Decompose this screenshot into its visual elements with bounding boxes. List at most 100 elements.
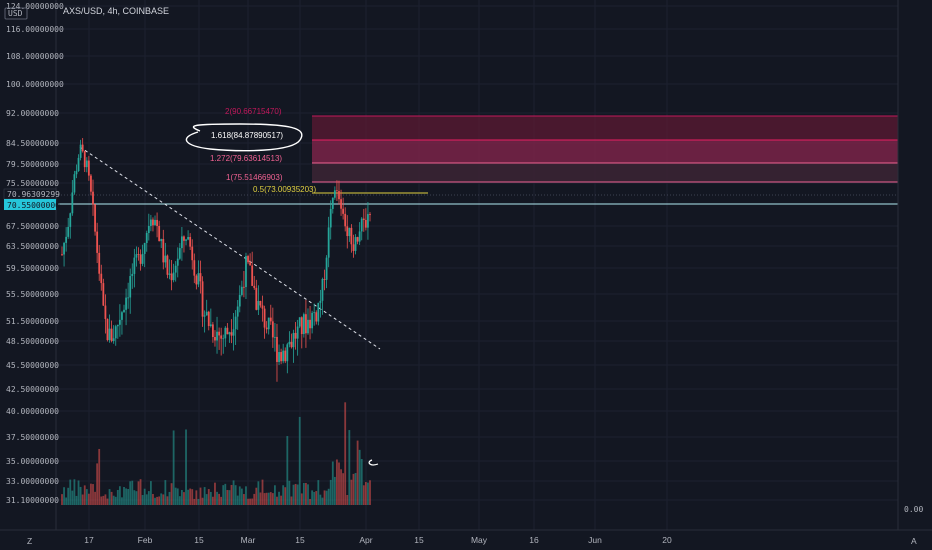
candle-body [305, 314, 307, 334]
candle-body [149, 219, 152, 226]
candle-body [247, 256, 249, 263]
volume-bar [172, 430, 175, 505]
volume-bar [214, 482, 216, 505]
volume-bar [354, 472, 357, 505]
candle-body [156, 219, 158, 226]
volume-bar [77, 480, 80, 505]
candle-body [245, 256, 247, 288]
price-axis[interactable]: 124.00000000 116.00000000 108.00000000 100.… [6, 2, 64, 505]
candle-body [232, 329, 235, 336]
volume-bar [166, 496, 169, 505]
time-axis-label: Feb [138, 535, 153, 545]
candle-body [176, 258, 179, 266]
volume-bar [352, 473, 355, 505]
candle-body [199, 273, 202, 282]
time-axis[interactable]: 17 Feb 15 Mar 15 Apr 15 May 16 Jun 20 [84, 535, 672, 545]
candle-body [327, 227, 330, 258]
volume-bar [261, 479, 264, 505]
candle-body [75, 170, 78, 175]
candle-body [81, 144, 84, 152]
candle-body [317, 302, 320, 322]
volume-bar [292, 484, 295, 505]
candle-body [340, 199, 342, 209]
candle-body [114, 326, 117, 339]
candle-body [135, 254, 138, 258]
candle-body [257, 300, 260, 310]
candle-body [323, 278, 326, 280]
candle-body [230, 332, 233, 336]
price-axis-label: 108.00000000 [6, 52, 64, 61]
candle-body [344, 213, 347, 227]
volume-bar [296, 484, 299, 505]
candle-body [106, 318, 109, 341]
volume-bar [195, 490, 198, 505]
candle-body [338, 191, 340, 200]
hand-drawn-mark [368, 459, 379, 466]
volume-bar [114, 496, 117, 505]
candle-body [331, 197, 334, 209]
volume-bar [164, 480, 167, 505]
time-axis-label: 15 [414, 535, 424, 545]
candle-body [251, 265, 254, 286]
volume-bar [294, 483, 297, 505]
candle-body [358, 231, 361, 242]
volume-bar [224, 483, 227, 505]
candle-body [336, 190, 338, 192]
volume-bar [315, 491, 318, 505]
volume-bar [253, 493, 256, 505]
candle-body [292, 332, 295, 348]
candle-body [267, 317, 270, 330]
candle-body [102, 283, 105, 306]
volume-bar [236, 495, 239, 505]
candle-body [228, 332, 231, 335]
time-axis-label: 16 [529, 535, 539, 545]
volume-bar [149, 481, 152, 505]
price-axis-label: 55.50000000 [6, 290, 59, 299]
candle-body [296, 326, 299, 339]
candle-body [141, 253, 144, 264]
volume-bar [278, 491, 280, 505]
volume-bar [362, 485, 365, 505]
chart-grid [56, 0, 898, 530]
fib-extension-zones[interactable] [312, 115, 898, 194]
volume-bar [110, 491, 113, 505]
zoom-icon: Z [27, 536, 32, 546]
candle-body [220, 335, 223, 339]
volume-bar [284, 487, 287, 505]
volume-bar [209, 491, 212, 505]
descending-trendline [79, 146, 381, 350]
candle-body [214, 337, 216, 341]
volume-bar [129, 481, 132, 505]
current-price-tag-bg [4, 199, 56, 210]
price-axis-label: 42.50000000 [6, 385, 59, 394]
candle-body [96, 231, 99, 253]
candle-body [263, 308, 266, 328]
candle-body [302, 314, 305, 335]
candle-body [342, 208, 345, 214]
volume-axis-tag: 0.00 [904, 505, 923, 514]
volume-bar [83, 485, 86, 505]
volume-bar [61, 494, 63, 505]
candle-body [360, 218, 363, 232]
volume-bar [257, 481, 260, 505]
candle-body [164, 255, 167, 263]
volume-bar [286, 436, 289, 505]
candle-body [286, 344, 289, 362]
time-axis-label: 15 [194, 535, 204, 545]
candle-body [294, 332, 297, 339]
volume-bar [358, 449, 361, 505]
candle-body [154, 219, 156, 226]
volume-bar [290, 496, 293, 505]
volume-bar [176, 488, 179, 505]
candle-body [85, 160, 88, 168]
candle-body [329, 208, 332, 228]
volume-bars [61, 402, 371, 505]
volume-bar [147, 491, 150, 505]
volume-bar [106, 498, 109, 505]
volume-bar [170, 483, 173, 505]
candle-body [249, 262, 252, 266]
volume-bar [232, 480, 235, 505]
volume-bar [228, 490, 231, 505]
volume-bar [94, 491, 96, 505]
